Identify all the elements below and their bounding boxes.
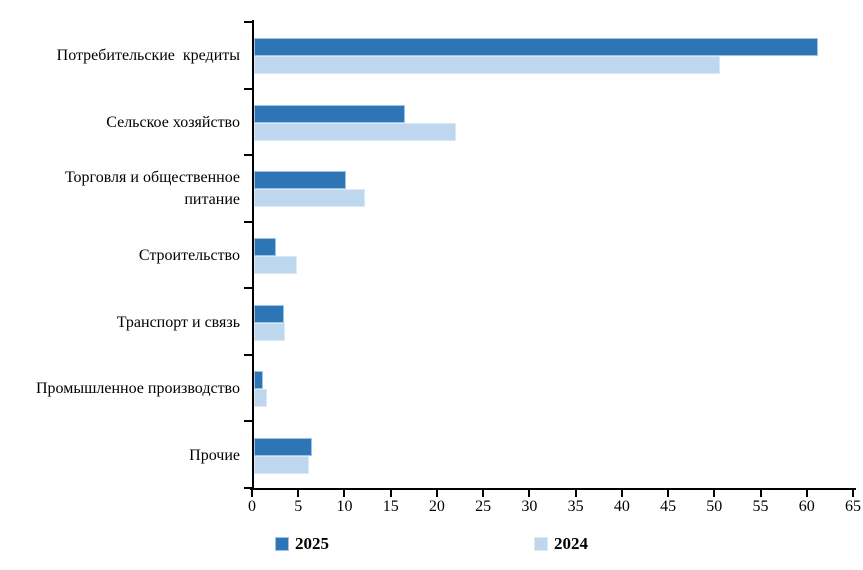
x-axis-tick xyxy=(620,490,623,497)
y-axis-tick xyxy=(244,420,253,423)
x-axis-tick-label: 25 xyxy=(475,498,492,515)
bar-2024 xyxy=(254,455,310,474)
y-axis-tick xyxy=(244,220,253,223)
x-axis-tick xyxy=(805,490,808,497)
y-axis-tick xyxy=(244,21,253,23)
x-axis-tick xyxy=(713,490,716,497)
x-axis-tick-label: 5 xyxy=(294,498,303,515)
x-axis-tick-label: 45 xyxy=(660,498,677,515)
x-axis-tick xyxy=(343,490,346,497)
bar-2024 xyxy=(254,256,298,274)
legend-swatch-2025 xyxy=(275,537,289,551)
x-axis-tick-label: 10 xyxy=(336,498,353,515)
y-axis-tick xyxy=(244,87,253,90)
x-axis-tick xyxy=(389,490,392,497)
x-axis-tick-label: 30 xyxy=(521,498,538,515)
x-axis-tick xyxy=(852,490,854,497)
legend-item-2025: 2025 xyxy=(275,534,329,554)
x-axis-tick xyxy=(435,490,438,497)
y-axis-tick xyxy=(244,287,253,290)
y-axis-line xyxy=(252,20,254,490)
bar-2025 xyxy=(254,304,284,323)
category-label: Промышленное производство xyxy=(35,380,240,398)
x-axis-tick xyxy=(528,490,531,497)
category-label: Сельское хозяйство xyxy=(106,113,240,131)
bar-2025 xyxy=(254,371,264,390)
x-axis-line xyxy=(250,488,856,490)
x-axis-tick xyxy=(667,490,670,497)
legend-label-2024: 2024 xyxy=(554,534,588,553)
x-axis-tick-label: 15 xyxy=(382,498,399,515)
y-axis-tick xyxy=(244,353,253,356)
x-axis-tick-label: 35 xyxy=(567,498,584,515)
x-axis-tick xyxy=(297,490,300,497)
x-axis-tick xyxy=(251,490,253,497)
y-axis-tick xyxy=(244,154,253,157)
bar-2024 xyxy=(254,122,456,141)
bar-2025 xyxy=(254,171,346,190)
category-label: Прочие xyxy=(189,446,240,464)
x-axis-tick-label: 0 xyxy=(248,498,256,515)
legend-item-2024: 2024 xyxy=(534,534,588,554)
category-label: Торговля и общественное питание xyxy=(64,169,240,209)
y-axis-tick xyxy=(244,487,253,489)
x-axis-tick-label: 55 xyxy=(752,498,769,515)
bar-2025 xyxy=(254,38,818,57)
bar-2025 xyxy=(254,238,277,256)
x-axis-tick-label: 20 xyxy=(428,498,445,515)
legend-label-2025: 2025 xyxy=(295,534,329,553)
bar-2024 xyxy=(254,322,285,341)
x-axis-tick-label: 65 xyxy=(845,498,861,515)
bar-2024 xyxy=(254,389,267,408)
bar-2024 xyxy=(254,56,720,75)
category-label: Строительство xyxy=(138,247,240,264)
x-axis-tick xyxy=(482,490,485,497)
bar-2024 xyxy=(254,189,365,208)
legend-swatch-2024 xyxy=(534,537,548,551)
bar-2025 xyxy=(254,104,405,123)
x-axis-tick xyxy=(574,490,577,497)
category-label: Транспорт и связь xyxy=(116,313,240,331)
category-label: Потребительские кредиты xyxy=(56,47,240,65)
x-axis-tick-label: 40 xyxy=(613,498,630,515)
x-axis-tick xyxy=(759,490,762,497)
legend: 2025 2024 xyxy=(0,534,863,554)
x-axis-tick-label: 50 xyxy=(706,498,723,515)
bar-2025 xyxy=(254,437,313,456)
x-axis-tick-label: 60 xyxy=(798,498,815,515)
